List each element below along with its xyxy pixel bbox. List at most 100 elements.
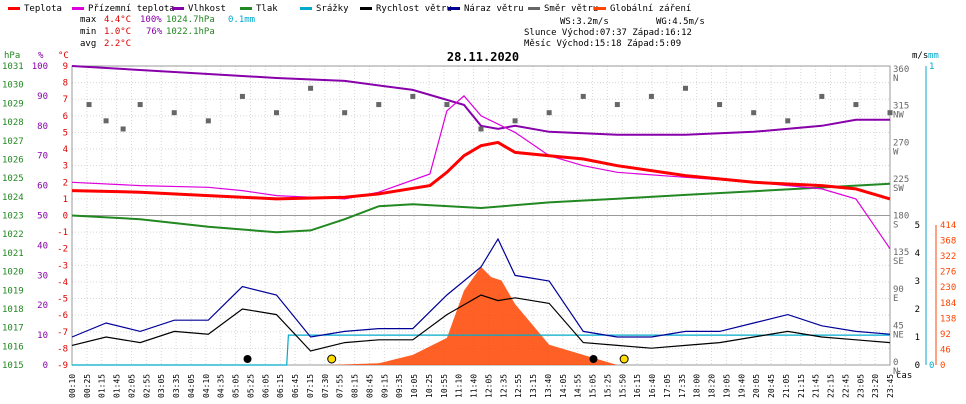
x-tick-label: 20:05 [752, 374, 761, 398]
moon-info: Měsíc Východ:15:18 Západ:5:09 [524, 39, 681, 49]
axis-temp-tick: 6 [63, 112, 68, 122]
sun-info: Slunce Východ:07:37 Západ:16:12 [524, 28, 692, 38]
x-tick-label: 19:05 [722, 374, 731, 398]
x-tick-label: 12:05 [484, 374, 493, 398]
legend: Teplota Přízemní teplota Vlhkost Tlak Srážky… [8, 4, 691, 14]
axis-unit-pct: % [38, 51, 44, 61]
series-smer-vetru-point [274, 110, 279, 116]
x-tick-label: 11:10 [455, 374, 464, 398]
axis-temp-tick: 9 [63, 62, 68, 72]
stat-min-temp: 1.0°C [104, 27, 131, 37]
x-tick-label: 15:25 [603, 374, 612, 398]
x-tick-label: 00:10 [68, 374, 77, 398]
axis-unit-degc: °C [58, 51, 69, 61]
series-smer-vetru-point [376, 102, 382, 108]
legend-swatch [594, 7, 606, 10]
axis-radiation-tick: 322 [940, 252, 956, 262]
x-tick-label: 21:05 [782, 374, 791, 398]
axis-winddir-tick: 360 [893, 65, 909, 75]
axis-winddir-label: E [893, 294, 898, 304]
series-smer-vetru-point [444, 102, 450, 108]
x-axis-ticks: 00:10 00:25 01:15 01:45 02:05 02:55 03:05 03:35… [68, 374, 895, 398]
axis-windspeed-tick: 0 [915, 361, 920, 371]
axis-temp-tick: 7 [63, 95, 68, 105]
series-smer-vetru-point [580, 93, 586, 99]
axis-radiation-tick: 46 [940, 345, 951, 355]
axis-humidity-tick: 50 [37, 212, 48, 222]
axis-winddir-tick: 270 [893, 138, 909, 148]
x-tick-label: 07:15 [306, 374, 315, 398]
axis-windspeed-tick: 3 [915, 277, 920, 287]
legend-swatch [240, 7, 252, 10]
x-tick-label: 05:25 [246, 374, 255, 398]
x-tick-label: 15:05 [589, 374, 598, 398]
axis-xlabel: čas [896, 370, 912, 381]
axis-temp-tick: -3 [57, 261, 68, 271]
axis-radiation-tick: 368 [940, 237, 956, 247]
series-smer-vetru-point [171, 110, 177, 116]
legend-swatch [72, 7, 84, 10]
series-smer-vetru-point [683, 85, 688, 91]
axis-winddir-tick: 315 [893, 102, 909, 112]
axis-pressure-tick: 1021 [2, 249, 24, 259]
wind-wg: WG:4.5m/s [656, 17, 705, 27]
axis-unit-mm: mm [928, 51, 939, 61]
series-smer-vetru-point [717, 102, 723, 108]
stat-avg-label: avg [80, 39, 96, 49]
axis-humidity-tick: 60 [37, 182, 48, 192]
series-naraz-vetru [71, 237, 891, 338]
series-srazky [72, 334, 890, 366]
axis-humidity-tick: 100 [32, 62, 48, 72]
axis-windspeed-tick: 4 [915, 249, 920, 259]
legend-swatch [528, 7, 540, 10]
axis-temp-tick: 5 [63, 128, 68, 138]
axis-humidity-tick: 0 [43, 361, 48, 371]
series-teplota [71, 140, 891, 201]
axis-rain-tick: 0 [929, 361, 934, 371]
series-smer-vetru-point [751, 110, 757, 116]
x-tick-label: 17:05 [663, 374, 672, 398]
x-tick-label: 12:35 [499, 374, 508, 398]
x-tick-label: 08:45 [365, 374, 374, 398]
series-smer-vetru-point [103, 118, 109, 124]
series-smer-vetru-point [342, 110, 348, 116]
x-tick-label: 18:00 [693, 374, 702, 398]
series-tlak [71, 182, 891, 234]
x-tick-label: 06:45 [291, 374, 300, 398]
axis-temp-tick: -2 [57, 245, 68, 255]
x-tick-label: 23:45 [886, 374, 895, 398]
axis-winddir-label: NW [893, 111, 904, 121]
wind-ws: WS:3.2m/s [560, 17, 609, 27]
axis-temp-tick: -5 [57, 295, 68, 305]
axis-winddir-tick: 0 [893, 358, 898, 368]
axis-radiation-tick: 184 [940, 299, 956, 309]
series-smer-vetru-point [648, 93, 654, 99]
axis-temp-tick: -1 [57, 228, 68, 238]
stat-max-label: max [80, 15, 97, 25]
axis-pressure-tick: 1024 [2, 193, 24, 203]
x-tick-label: 11:40 [470, 374, 479, 398]
x-tick-label: 01:15 [98, 374, 107, 398]
x-tick-label: 07:55 [336, 374, 345, 398]
series-smer-vetru-point [120, 126, 126, 132]
x-tick-label: 17:35 [678, 374, 687, 398]
legend-label: Rychlost větru [376, 4, 452, 14]
x-tick-label: 09:35 [395, 374, 404, 398]
axis-temp-tick: 3 [63, 162, 68, 172]
x-tick-label: 21:15 [797, 374, 806, 398]
axis-winddir-label: NE [893, 330, 904, 340]
axis-winddir-label: W [893, 147, 899, 157]
x-tick-label: 22:45 [841, 374, 850, 398]
legend-label: Teplota [24, 4, 62, 14]
axis-pressure-tick: 1020 [2, 268, 24, 278]
stat-max-hum: 100% [140, 15, 162, 25]
x-tick-label: 14:05 [559, 374, 568, 398]
stat-min-hum: 76% [146, 27, 163, 37]
series-smer-vetru-point [308, 85, 314, 91]
axis-pressure-tick: 1016 [2, 342, 24, 352]
x-tick-label: 10:25 [425, 374, 434, 398]
axis-winddir-label: SE [893, 257, 904, 267]
axis-winddir-tick: 45 [893, 321, 904, 331]
x-tick-label: 21:45 [812, 374, 821, 398]
series-smer-vetru-point [205, 118, 211, 124]
